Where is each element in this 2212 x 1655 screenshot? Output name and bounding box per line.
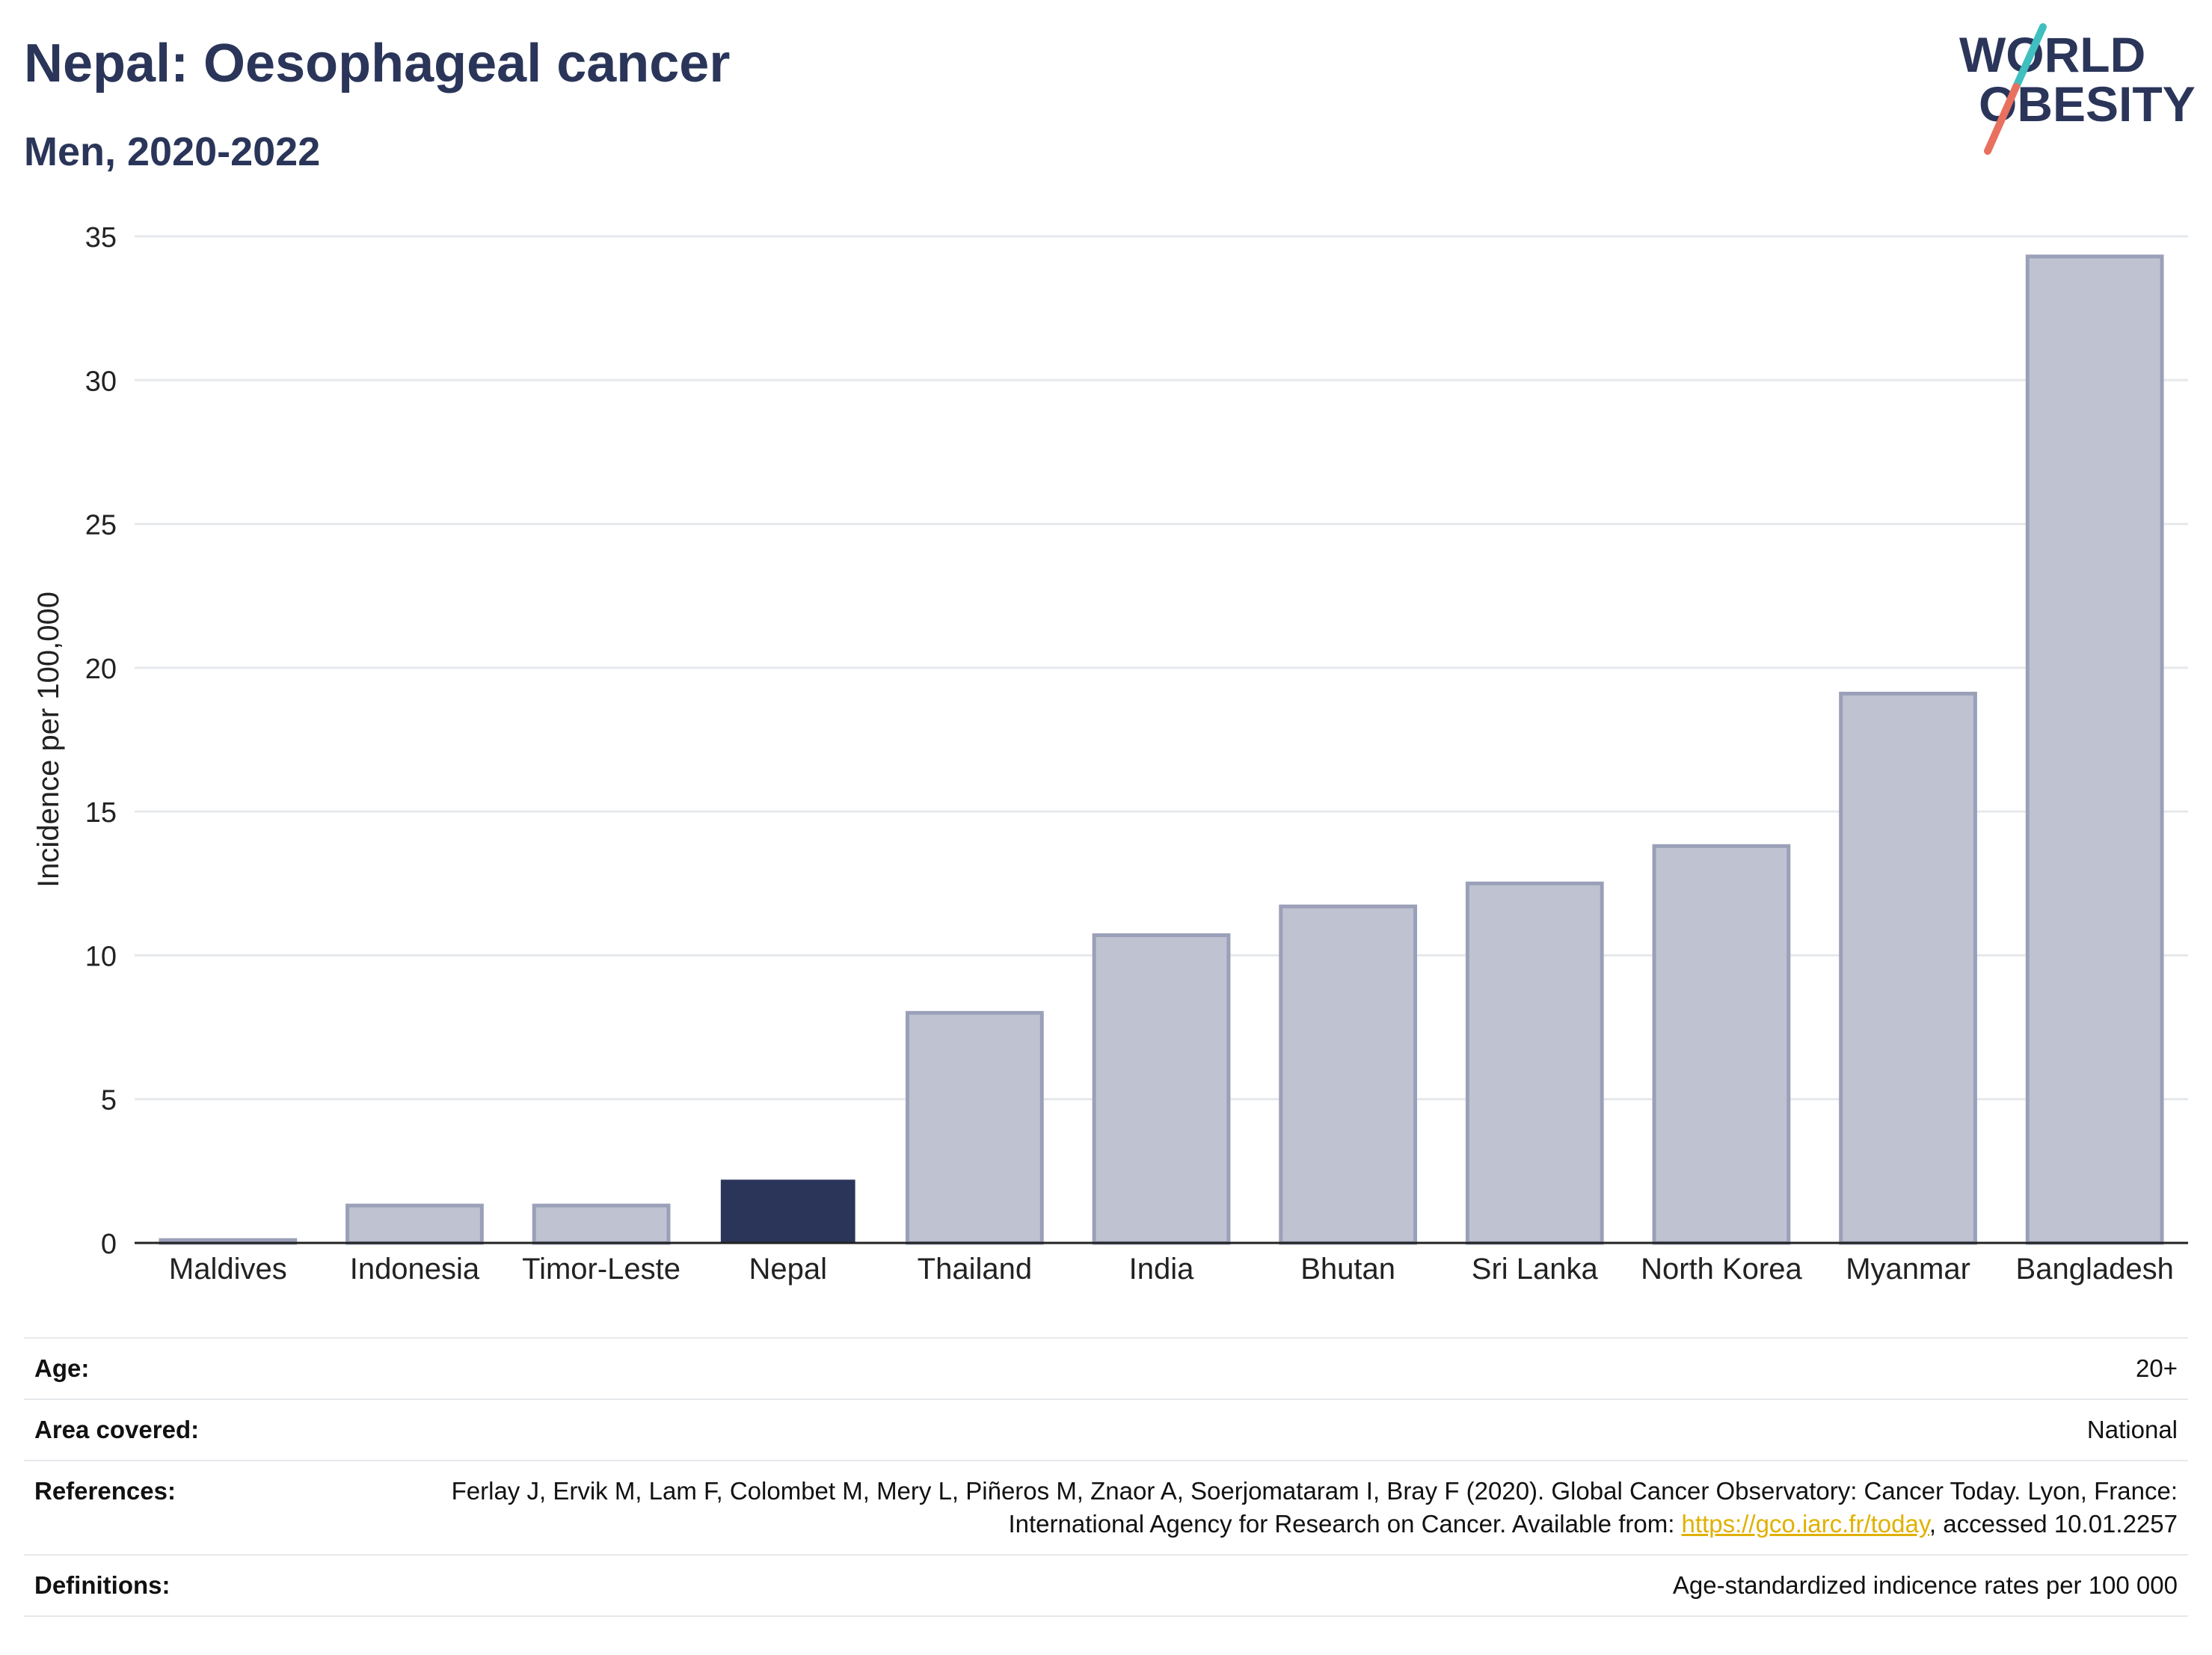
x-tick-label: Bhutan bbox=[1300, 1253, 1395, 1286]
x-tick-label: Thailand bbox=[918, 1253, 1032, 1286]
meta-label: References: bbox=[24, 1460, 419, 1555]
x-tick-label: Maldives bbox=[169, 1253, 287, 1286]
bar-india bbox=[1092, 933, 1231, 1245]
bar-nepal bbox=[720, 1179, 855, 1243]
bar-indonesia bbox=[345, 1203, 484, 1245]
meta-value: 20+ bbox=[419, 1337, 2188, 1399]
x-tick-label: Indonesia bbox=[350, 1253, 480, 1286]
y-tick-label: 5 bbox=[101, 1085, 117, 1117]
reference-link[interactable]: https://gco.iarc.fr/today bbox=[1681, 1510, 1929, 1538]
bar-myanmar bbox=[1839, 691, 1977, 1245]
meta-label: Area covered: bbox=[24, 1398, 419, 1461]
logo-text-world: WORLD bbox=[1959, 27, 2145, 82]
meta-row-age: Age: 20+ bbox=[24, 1337, 2188, 1399]
reference-text: Ferlay J, Ervik M, Lam F, Colombet M, Me… bbox=[451, 1477, 2178, 1538]
meta-label: Definitions: bbox=[24, 1554, 419, 1617]
metadata-table: Age: 20+ Area covered: National Referenc… bbox=[24, 1337, 2188, 1617]
meta-value: Age-standardized indicence rates per 100… bbox=[419, 1554, 2188, 1617]
x-tick-label: Sri Lanka bbox=[1472, 1253, 1599, 1286]
x-tick-label: Timor-Leste bbox=[522, 1253, 681, 1286]
y-tick-label: 25 bbox=[85, 510, 117, 541]
bar-thailand bbox=[905, 1010, 1044, 1245]
chart-subtitle: Men, 2020-2022 bbox=[24, 129, 321, 174]
y-tick-label: 0 bbox=[101, 1229, 117, 1260]
y-tick-label: 20 bbox=[85, 654, 117, 685]
meta-row-references: References: Ferlay J, Ervik M, Lam F, Co… bbox=[24, 1460, 2188, 1555]
x-tick-label: North Korea bbox=[1641, 1253, 1802, 1286]
bar-north-korea bbox=[1652, 844, 1791, 1245]
x-tick-label: Nepal bbox=[749, 1253, 827, 1286]
logo-slash-top bbox=[2012, 23, 2047, 90]
bar-chart: 0 5 10 15 20 25 30 35 Incidence per 100,000 Maldi… bbox=[32, 222, 2188, 1286]
reference-accessed-text: , accessed 10.01.2257 bbox=[1929, 1510, 2178, 1538]
meta-value: National bbox=[419, 1398, 2188, 1461]
bar-timor-leste bbox=[532, 1203, 671, 1245]
y-axis-title: Incidence per 100,000 bbox=[32, 592, 65, 888]
meta-row-definitions: Definitions: Age-standardized indicence … bbox=[24, 1554, 2188, 1617]
y-tick-label: 10 bbox=[85, 941, 117, 972]
x-tick-label: Bangladesh bbox=[2016, 1253, 2174, 1286]
logo-slash-bottom bbox=[1984, 83, 2020, 155]
bar-sri-lanka bbox=[1465, 881, 1604, 1245]
y-tick-label: 30 bbox=[85, 366, 117, 397]
bar-bangladesh bbox=[2025, 254, 2164, 1245]
meta-label: Age: bbox=[24, 1337, 419, 1399]
y-tick-label: 35 bbox=[85, 222, 117, 254]
world-obesity-logo: WORLD OBESITY bbox=[1959, 23, 2196, 155]
x-tick-label: Myanmar bbox=[1846, 1253, 1970, 1286]
meta-row-area: Area covered: National bbox=[24, 1398, 2188, 1461]
y-tick-label: 15 bbox=[85, 797, 117, 829]
bar-bhutan bbox=[1279, 904, 1418, 1245]
chart-title: Nepal: Oesophageal cancer bbox=[24, 34, 731, 93]
x-tick-label: India bbox=[1129, 1253, 1194, 1286]
meta-value: Ferlay J, Ervik M, Lam F, Colombet M, Me… bbox=[419, 1460, 2188, 1555]
